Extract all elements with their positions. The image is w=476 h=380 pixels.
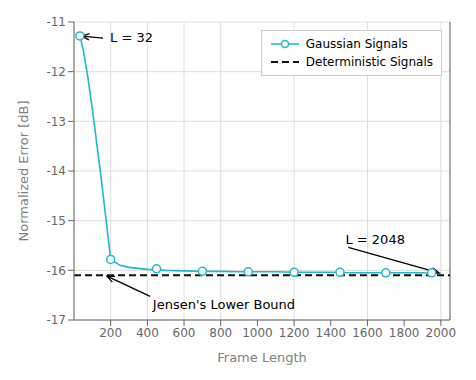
svg-text:-12: -12: [46, 65, 66, 79]
svg-text:Normalized Error [dB]: Normalized Error [dB]: [16, 101, 31, 242]
svg-text:-13: -13: [46, 115, 66, 129]
svg-text:-11: -11: [46, 15, 66, 29]
svg-text:1000: 1000: [242, 326, 273, 340]
svg-text:400: 400: [136, 326, 159, 340]
svg-text:-14: -14: [46, 164, 66, 178]
svg-text:L = 32: L = 32: [110, 30, 153, 45]
svg-text:2000: 2000: [426, 326, 457, 340]
svg-text:1600: 1600: [352, 326, 383, 340]
svg-text:Jensen's Lower Bound: Jensen's Lower Bound: [152, 297, 295, 312]
svg-text:Frame Length: Frame Length: [217, 350, 306, 365]
svg-text:1400: 1400: [316, 326, 347, 340]
html-text:Deterministic Signals: Deterministic Signals: [305, 55, 433, 69]
svg-text:800: 800: [209, 326, 232, 340]
svg-text:L = 2048: L = 2048: [345, 232, 404, 247]
svg-text:-15: -15: [46, 214, 66, 228]
svg-text:-16: -16: [46, 264, 66, 278]
svg-text:600: 600: [173, 326, 196, 340]
svg-text:1800: 1800: [389, 326, 420, 340]
svg-text:-17: -17: [46, 313, 66, 327]
svg-text:200: 200: [99, 326, 122, 340]
svg-text:1200: 1200: [279, 326, 310, 340]
html-text:Gaussian Signals: Gaussian Signals: [305, 37, 408, 51]
